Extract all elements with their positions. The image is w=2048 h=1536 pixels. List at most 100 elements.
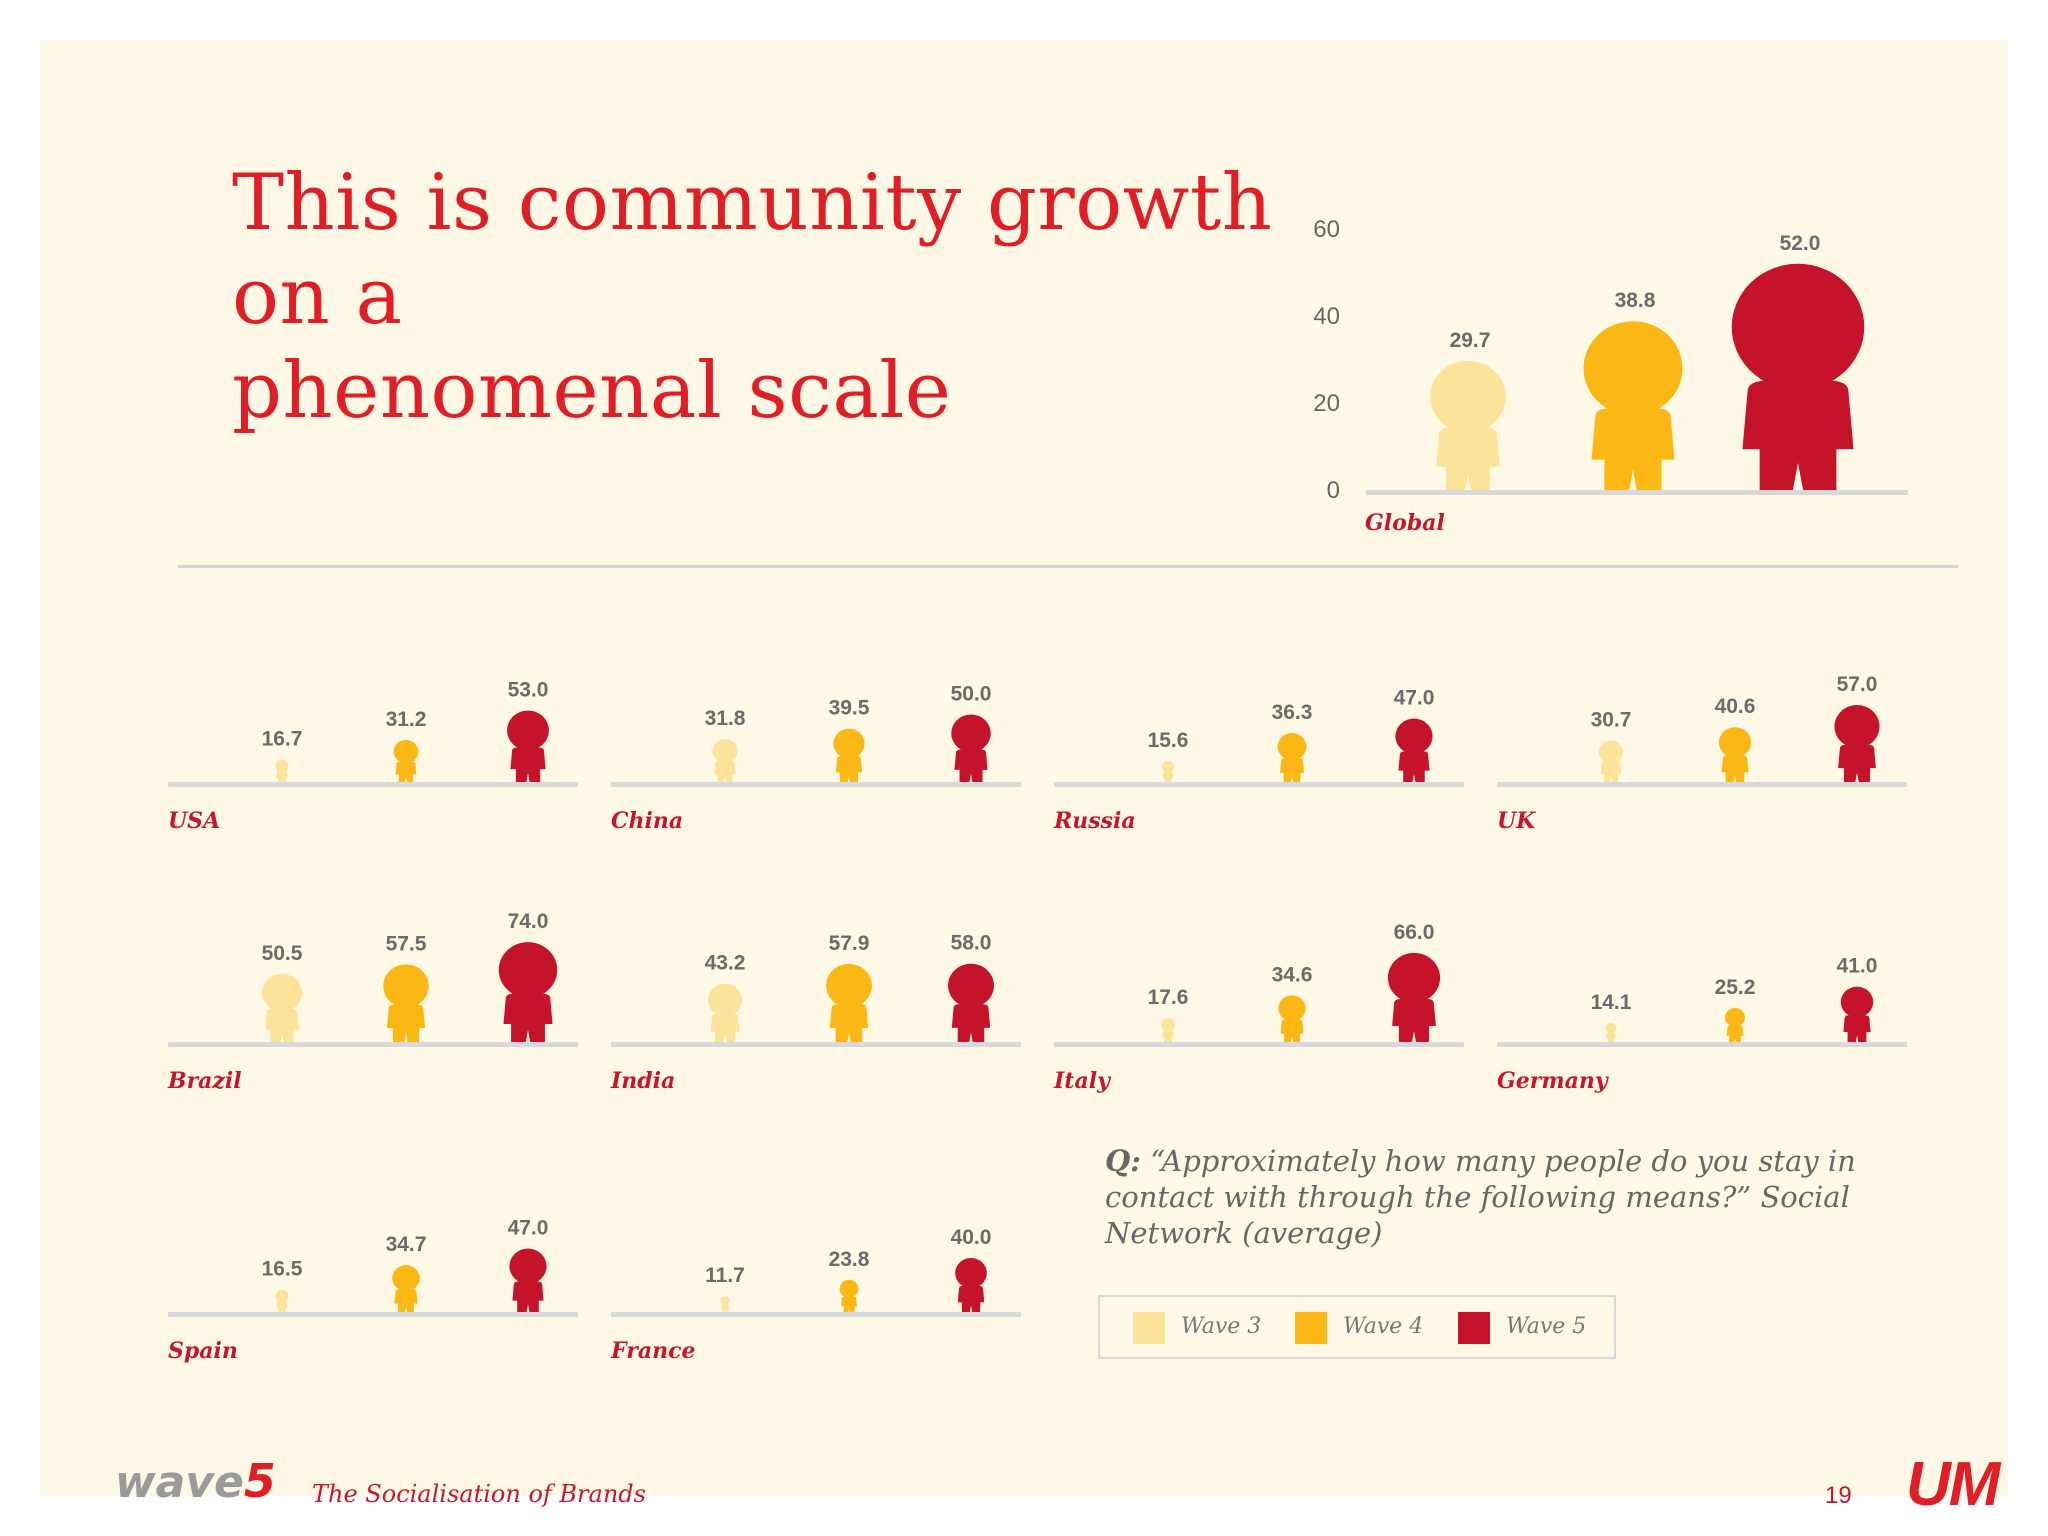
wave5-logo: wave5	[115, 1454, 276, 1508]
data-label: 11.7	[705, 1264, 745, 1287]
y-tick-label: 60	[1313, 216, 1340, 243]
legend-swatch-wave-3	[1133, 1312, 1165, 1344]
region-label: USA	[168, 808, 221, 834]
data-label: 47.0	[1394, 687, 1435, 710]
page-title-line-1: This is community growth	[232, 158, 1273, 248]
chart-svg: 16.5 34.7 47.0	[168, 1217, 578, 1317]
data-label: 38.8	[1615, 289, 1656, 312]
data-label: 29.7	[1450, 329, 1491, 352]
region-label: China	[611, 808, 684, 834]
data-label: 66.0	[1394, 921, 1435, 944]
chart-svg: 17.6 34.6 66.0	[1054, 921, 1464, 1047]
chart-panel-italy: 17.6 34.6 66.0 Italy	[1054, 840, 1494, 1108]
data-label: 31.8	[705, 707, 746, 730]
data-label: 50.5	[262, 942, 303, 965]
legend-swatch-wave-5	[1458, 1312, 1490, 1344]
chart-panel-germany: 14.1 25.2 41.0 Germany	[1497, 840, 1937, 1108]
legend-label-wave-5: Wave 5	[1506, 1314, 1587, 1339]
data-label: 50.0	[951, 683, 992, 706]
data-label: 57.9	[829, 932, 870, 955]
person-mark-wave-3	[712, 739, 738, 782]
person-mark-wave-3	[720, 1296, 730, 1312]
person-mark-wave-4	[1718, 727, 1752, 782]
baseline	[1497, 1042, 1907, 1047]
page-title-line-2: on a	[232, 252, 403, 342]
slide: This is community growth on a phenomenal…	[40, 40, 2008, 1519]
chart-panel-china: 31.8 39.5 50.0 China	[611, 580, 1051, 848]
person-mark-wave-5	[1395, 718, 1433, 782]
baseline	[611, 1042, 1021, 1047]
region-label: Spain	[168, 1338, 238, 1364]
page-number: 19	[1825, 1482, 1852, 1509]
person-mark-wave-5	[948, 963, 994, 1042]
person-mark-wave-3	[1598, 740, 1624, 782]
chart-svg: 30.7 40.6 57.0	[1497, 673, 1907, 787]
data-label: 43.2	[705, 952, 746, 975]
chart-panel-russia: 15.6 36.3 47.0 Russia	[1054, 580, 1494, 848]
data-label: 39.5	[829, 697, 870, 720]
person-mark-wave-3	[1605, 1022, 1617, 1042]
data-label: 53.0	[508, 678, 549, 701]
data-label: 40.6	[1715, 695, 1756, 718]
person-mark-wave-5	[509, 1248, 547, 1312]
data-label: 34.6	[1272, 963, 1313, 986]
baseline	[1054, 782, 1464, 787]
person-mark-wave-4	[383, 964, 429, 1042]
chart-svg: 16.7 31.2 53.0	[168, 678, 578, 787]
data-label: 23.8	[829, 1248, 870, 1271]
person-mark-wave-5	[1731, 263, 1865, 490]
data-label: 41.0	[1837, 955, 1878, 978]
question-label: Q:	[1105, 1144, 1141, 1178]
data-label: 15.6	[1148, 729, 1189, 752]
person-mark-wave-3	[1161, 1018, 1175, 1042]
data-label: 16.5	[262, 1258, 303, 1281]
um-logo: UM	[1906, 1450, 2000, 1519]
person-mark-wave-3	[275, 1289, 289, 1312]
footer-subtitle: The Socialisation of Brands	[312, 1480, 646, 1508]
baseline	[1497, 782, 1907, 787]
person-mark-wave-4	[839, 1279, 859, 1312]
data-label: 40.0	[951, 1226, 992, 1249]
person-mark-wave-4	[1277, 732, 1307, 782]
region-label: India	[611, 1068, 676, 1094]
region-label: Russia	[1054, 808, 1136, 834]
person-mark-wave-4	[1278, 995, 1306, 1042]
person-mark-wave-5	[1834, 705, 1880, 782]
region-label: UK	[1497, 808, 1536, 834]
chart-svg: 0 20 40 60 29.7 38.8 52.0	[1313, 216, 1908, 504]
person-mark-wave-3	[707, 983, 743, 1042]
y-tick-label: 0	[1327, 477, 1340, 504]
person-mark-wave-4	[833, 728, 865, 782]
region-label: Brazil	[168, 1068, 242, 1094]
baseline	[168, 782, 578, 787]
baseline	[168, 1312, 578, 1317]
person-mark-wave-5	[1387, 952, 1441, 1042]
chart-panel-uk: 30.7 40.6 57.0 UK	[1497, 580, 1937, 848]
person-mark-wave-5	[951, 714, 991, 782]
chart-panel-france: 11.7 23.8 40.0 France	[611, 1110, 1051, 1378]
data-label: 58.0	[951, 932, 992, 955]
person-mark-wave-5	[507, 710, 549, 782]
data-label: 52.0	[1780, 232, 1821, 255]
person-mark-wave-4	[392, 1265, 420, 1312]
chart-svg: 11.7 23.8 40.0	[611, 1226, 1021, 1317]
data-label: 16.7	[262, 727, 303, 750]
data-label: 25.2	[1715, 976, 1756, 999]
section-divider	[178, 565, 1958, 568]
person-mark-wave-4	[1725, 1007, 1745, 1042]
chart-panel-brazil: 50.5 57.5 74.0 Brazil	[168, 840, 608, 1108]
person-mark-wave-3	[262, 973, 302, 1042]
chart-panel-usa: 16.7 31.2 53.0 USA	[168, 580, 608, 848]
data-label: 34.7	[386, 1233, 427, 1256]
person-mark-wave-3	[275, 759, 289, 782]
chart-panel-spain: 16.5 34.7 47.0 Spain	[168, 1110, 608, 1378]
data-label: 31.2	[386, 708, 427, 731]
data-label: 14.1	[1591, 991, 1632, 1014]
region-label: Global	[1365, 510, 1445, 536]
person-mark-wave-5	[498, 942, 558, 1042]
chart-svg: 14.1 25.2 41.0	[1497, 955, 1907, 1047]
person-mark-wave-3	[1161, 760, 1175, 782]
person-mark-wave-4	[393, 739, 419, 782]
data-label: 47.0	[508, 1217, 549, 1240]
legend-label-wave-3: Wave 3	[1181, 1314, 1262, 1339]
